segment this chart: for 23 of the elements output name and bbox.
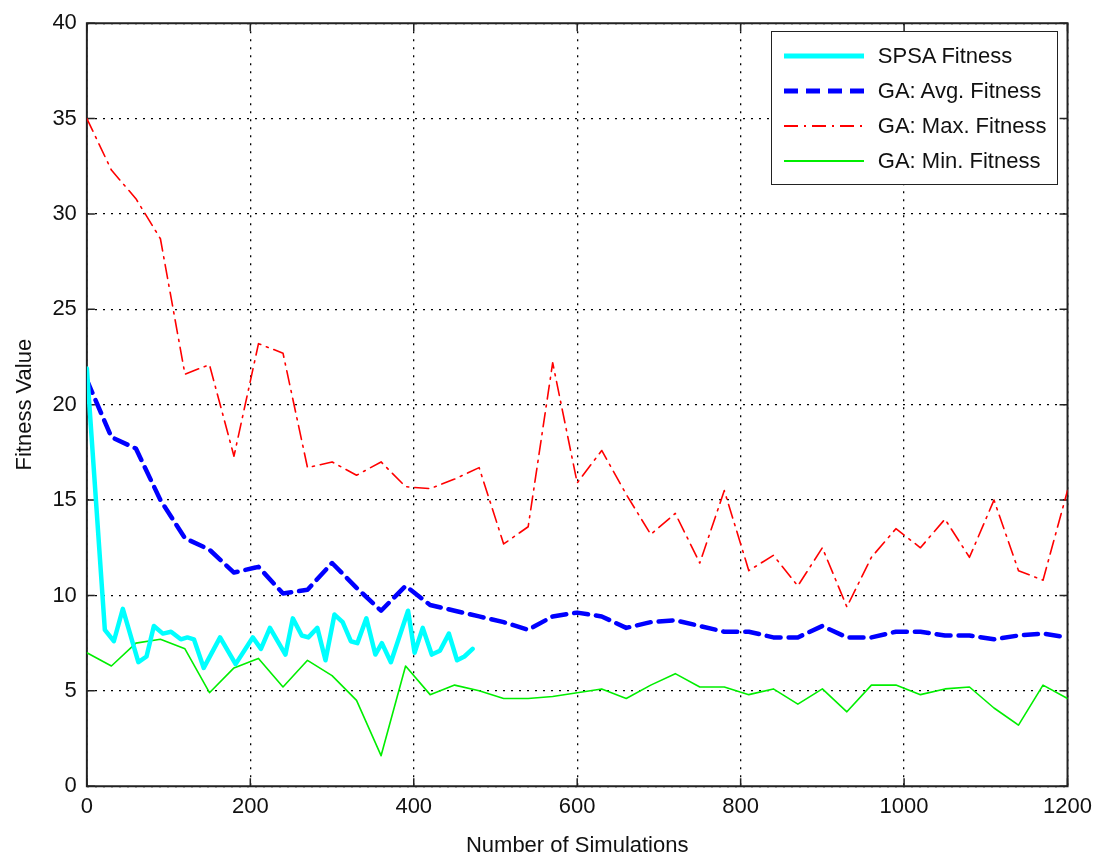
x-tick-label: 1200 [1043,793,1093,819]
legend-label: GA: Min. Fitness [877,147,1041,174]
x-tick-label: 0 [80,793,93,819]
x-tick-label: 1000 [879,793,929,819]
y-tick-label: 0 [64,772,77,798]
y-tick-label: 40 [52,9,77,35]
legend-label: GA: Avg. Fitness [877,77,1042,104]
x-tick-label: 200 [231,793,269,819]
x-tick-label: 800 [722,793,759,819]
legend-label: GA: Max. Fitness [877,112,1047,139]
legend-label: SPSA Fitness [877,42,1013,69]
y-tick-label: 15 [52,486,77,512]
y-tick-label: 10 [52,581,77,607]
line-series [86,117,1068,608]
x-tick-label: 400 [395,793,433,819]
y-axis-title: Fitness Value [11,338,37,471]
y-tick-label: 30 [52,200,77,226]
x-axis-title: Number of Simulations [465,831,689,857]
y-tick-label: 35 [52,104,77,130]
y-tick-label: 20 [52,390,77,416]
x-tick-label: 600 [558,793,596,819]
y-tick-label: 25 [52,295,77,321]
y-tick-label: 5 [64,676,77,702]
